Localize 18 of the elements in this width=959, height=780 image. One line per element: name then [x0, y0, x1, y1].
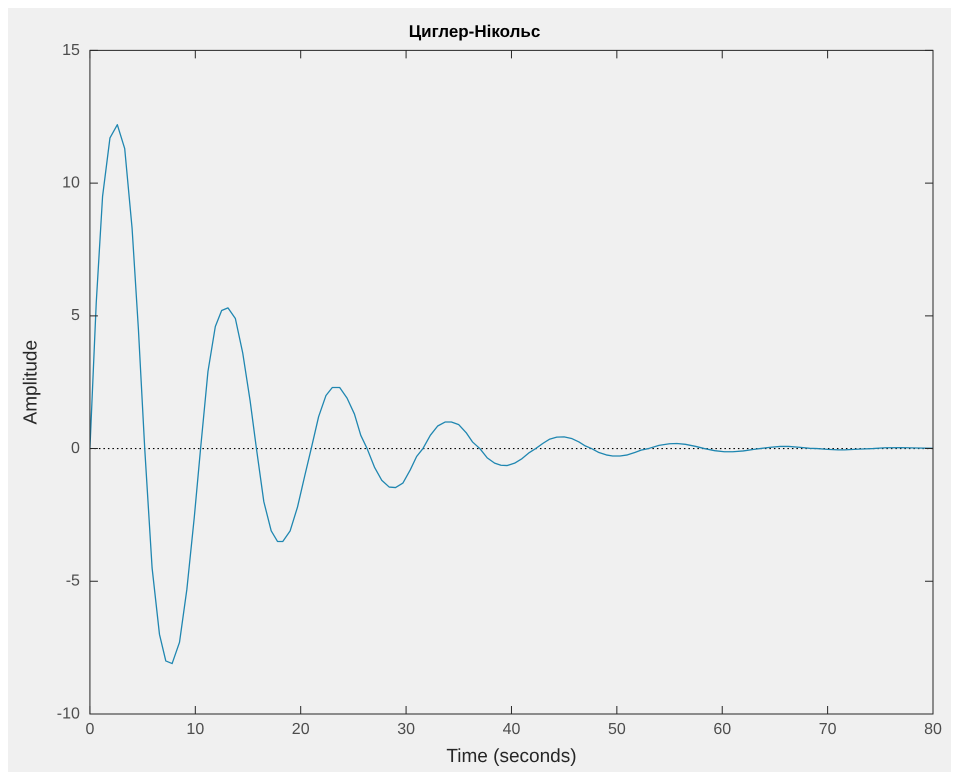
x-tick-label: 80: [924, 721, 942, 738]
y-tick-label: -5: [66, 572, 80, 590]
x-tick-label: 30: [397, 721, 416, 738]
x-tick-label: 70: [818, 721, 837, 738]
y-tick-label: 5: [71, 307, 80, 324]
y-tick-label: 10: [62, 174, 80, 192]
x-tick-label: 20: [292, 721, 310, 738]
x-axis-title: Time (seconds): [446, 746, 577, 767]
y-tick-label: 15: [62, 42, 80, 59]
x-tick-label: 60: [713, 721, 732, 738]
x-tick-label: 0: [85, 721, 94, 738]
chart-title: Циглер-Нікольс: [408, 22, 540, 41]
y-tick-label: 0: [71, 440, 80, 457]
x-tick-label: 10: [186, 721, 204, 738]
x-tick-label: 40: [502, 721, 520, 738]
y-axis-title: Amplitude: [20, 340, 42, 424]
x-tick-label: 50: [608, 721, 626, 738]
y-tick-label: -10: [56, 705, 80, 722]
